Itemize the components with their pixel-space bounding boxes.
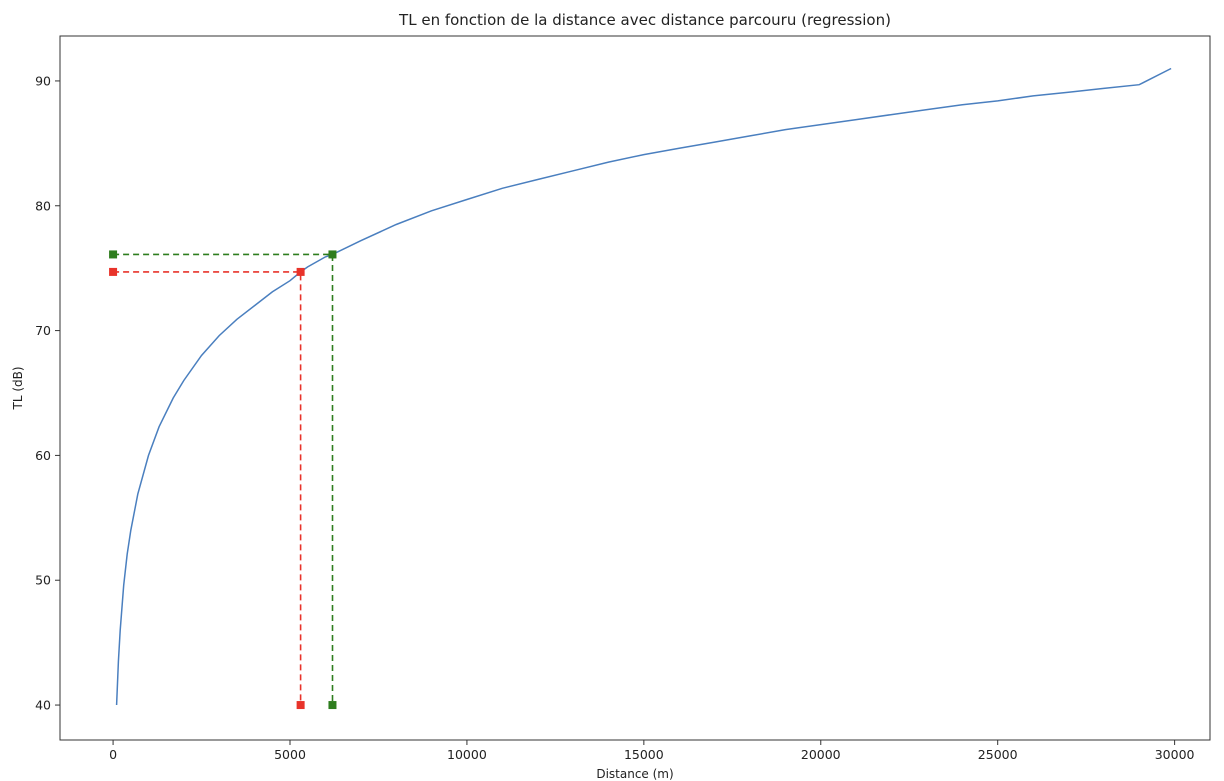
series-line-0: [115, 67, 1172, 706]
x-tick-label: 5000: [274, 747, 306, 762]
series-2-point: [109, 250, 118, 259]
y-tick-label: 60: [35, 448, 51, 463]
x-tick-label: 10000: [447, 747, 487, 762]
series-1-point: [109, 267, 118, 276]
x-tick-label: 15000: [624, 747, 664, 762]
chart-title: TL en fonction de la distance avec dista…: [398, 11, 891, 29]
series-2-point: [328, 250, 337, 259]
series-line-1: [113, 271, 302, 705]
y-axis-label: TL (dB): [11, 366, 25, 410]
x-tick-label: 20000: [801, 747, 841, 762]
y-tick-label: 70: [35, 323, 51, 338]
y-tick-label: 80: [35, 198, 51, 213]
chart-marks: [109, 67, 1172, 710]
x-tick-label: 30000: [1155, 747, 1195, 762]
y-tick-label: 40: [35, 698, 51, 713]
x-axis-label: Distance (m): [596, 767, 673, 781]
y-tick-label: 50: [35, 573, 51, 588]
axis-ticks: 0 5000 10000 15000 20000 25000 30000 40 50 60 70 80…: [35, 73, 1194, 762]
series-2-point: [328, 701, 337, 710]
plot-area-frame: [59, 35, 1211, 741]
series-1-point: [296, 267, 305, 276]
series-1-point: [296, 701, 305, 710]
x-tick-label: 25000: [978, 747, 1018, 762]
y-tick-label: 90: [35, 73, 51, 88]
series-line-2: [113, 253, 334, 705]
x-tick-label: 0: [109, 747, 117, 762]
